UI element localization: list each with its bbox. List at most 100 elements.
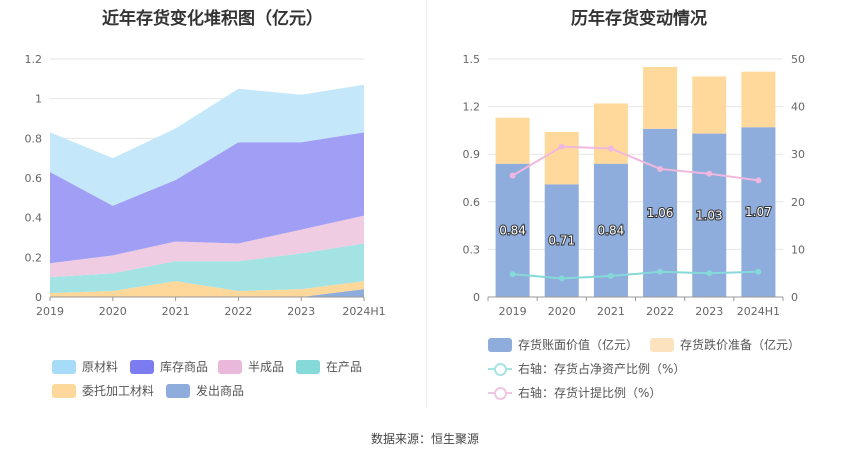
y-tick-label: 1	[35, 93, 42, 106]
y2-tick-label: 10	[791, 243, 805, 256]
legend-swatch	[488, 362, 512, 376]
line-point	[558, 275, 565, 282]
bar-value-label: 1.07	[745, 205, 772, 219]
x-tick-label: 2021	[597, 305, 625, 318]
legend-swatch	[488, 386, 512, 400]
line-point	[706, 170, 713, 177]
bar-value-label: 1.06	[647, 206, 674, 220]
x-tick-label: 2019	[36, 305, 64, 318]
x-tick-label: 2020	[548, 305, 576, 318]
legend-label: 原材料	[82, 360, 119, 374]
y-tick-label: 0	[473, 291, 480, 304]
bar-1	[495, 117, 530, 164]
line-point	[509, 271, 516, 278]
legend-swatch	[218, 359, 242, 374]
y-tick-label: 0.3	[463, 243, 481, 256]
area-series-5	[50, 84, 364, 206]
line-point	[607, 145, 614, 152]
legend-label: 委托加工材料	[82, 384, 155, 398]
x-tick-label: 2023	[287, 305, 315, 318]
line-point	[706, 270, 713, 277]
right-chart-title: 历年存货变动情况	[571, 9, 707, 29]
inventory-bar-chart: 0 0.3 0.6 0.9 1.2 1.5 0 10 20 30 40 50 0.84 0.71 0.84 1…	[463, 53, 806, 318]
legend-label: 发出商品	[196, 384, 245, 398]
y2-tick-label: 40	[791, 101, 805, 114]
bar-value-label: 0.84	[499, 223, 526, 237]
area-series-1	[50, 281, 364, 297]
bar-1	[643, 66, 678, 129]
legend-item[interactable]: 右轴：存货占净资产比例（%）	[488, 360, 685, 377]
bar-0	[692, 133, 727, 297]
y-tick-label: 1.2	[25, 53, 43, 66]
x-tick-label: 2022	[646, 305, 674, 318]
legend-item[interactable]: 委托加工材料	[52, 382, 154, 399]
legend-item[interactable]: 库存商品	[130, 358, 208, 375]
line-point	[558, 143, 565, 150]
y-tick-label: 1.2	[463, 101, 481, 114]
bar-value-label: 0.71	[548, 234, 575, 248]
bar-1	[544, 131, 579, 185]
legend-label: 右轴：存货计提比例（%）	[518, 386, 662, 400]
y-tick-label: 0.9	[463, 148, 481, 161]
legend-label: 半成品	[248, 360, 285, 374]
legend-item[interactable]: 原材料	[52, 358, 118, 375]
area-series-2	[50, 243, 364, 294]
y2-tick-label: 0	[791, 291, 798, 304]
y-tick-label: 0.6	[25, 172, 43, 185]
left-chart-title: 近年存货变化堆积图（亿元）	[102, 9, 323, 29]
data-source: 数据来源：恒生聚源	[370, 432, 479, 446]
x-tick-label: 2020	[99, 305, 127, 318]
bar-1	[741, 71, 776, 128]
stacked-area-chart-panel: 近年存货变化堆积图（亿元） 0 0.2 0.4 0.6 0.8 1 1.2 2019 2020 2…	[0, 0, 425, 420]
y-tick-label: 0	[35, 291, 42, 304]
legend-swatch	[52, 383, 76, 398]
legend-item[interactable]: 右轴：存货计提比例（%）	[488, 384, 661, 401]
legend-label: 右轴：存货占净资产比例（%）	[518, 362, 686, 376]
x-tick-label: 2023	[695, 305, 723, 318]
stacked-area-chart: 0 0.2 0.4 0.6 0.8 1 1.2 2019 2020 2021 2022 2023 202…	[25, 53, 386, 318]
area-series-4	[50, 132, 364, 264]
legend-item[interactable]: 存货跌价准备（亿元）	[650, 336, 800, 353]
x-tick-label: 2024H1	[737, 305, 780, 318]
line-point	[657, 165, 664, 172]
legend-swatch	[52, 359, 76, 374]
legend-label: 库存商品	[160, 360, 209, 374]
y-tick-label: 0.2	[25, 251, 43, 264]
line-series-0	[512, 270, 759, 280]
legend-item[interactable]: 在产品	[296, 358, 362, 375]
x-tick-label: 2022	[224, 305, 252, 318]
bar-value-label: 1.03	[696, 208, 723, 222]
bar-value-label: 0.84	[598, 223, 625, 237]
legend-swatch	[130, 359, 154, 374]
y-tick-label: 0.6	[463, 196, 481, 209]
inventory-bar-chart-panel: 历年存货变动情况 0 0.3 0.6 0.9 1.2 1.5 0 10 20 30 40 50 0.84…	[428, 0, 850, 420]
panel-divider	[426, 0, 427, 408]
line-point	[657, 268, 664, 275]
y2-tick-label: 20	[791, 196, 805, 209]
line-series-1	[512, 145, 759, 182]
y2-tick-label: 30	[791, 148, 805, 161]
legend-label: 存货账面价值（亿元）	[518, 338, 639, 352]
legend-swatch	[488, 337, 512, 352]
y2-tick-label: 50	[791, 53, 805, 66]
line-point	[755, 177, 762, 184]
legend-label: 在产品	[326, 360, 363, 374]
y-tick-label: 0.8	[25, 132, 43, 145]
legend-swatch	[296, 359, 320, 374]
line-point	[755, 268, 762, 275]
y-tick-label: 0.4	[25, 212, 43, 225]
x-tick-label: 2019	[499, 305, 527, 318]
legend-item[interactable]: 半成品	[218, 358, 284, 375]
bar-1	[692, 76, 727, 134]
legend-item[interactable]: 存货账面价值（亿元）	[488, 336, 638, 353]
bar-0	[741, 127, 776, 297]
line-point	[607, 273, 614, 280]
area-series-3	[50, 215, 364, 278]
legend-item[interactable]: 发出商品	[166, 382, 244, 399]
bar-1	[593, 103, 628, 164]
legend-swatch	[650, 337, 674, 352]
y-tick-label: 1.5	[463, 53, 481, 66]
x-tick-label: 2024H1	[342, 305, 385, 318]
legend-swatch	[166, 383, 190, 398]
legend-label: 存货跌价准备（亿元）	[680, 338, 801, 352]
